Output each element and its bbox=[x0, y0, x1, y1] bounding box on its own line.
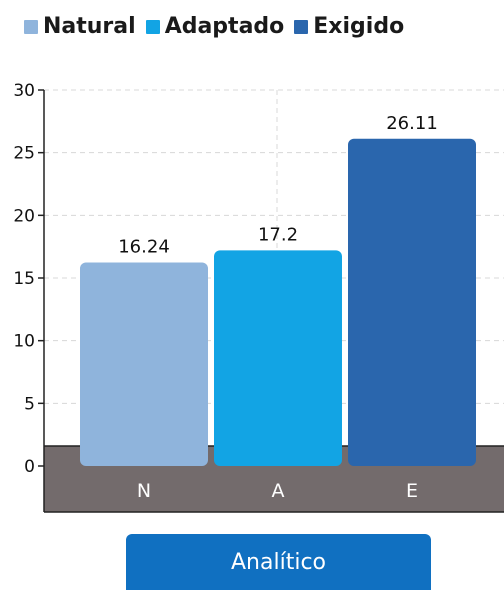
y-tick-label: 15 bbox=[13, 269, 35, 289]
bar-value-label: 17.2 bbox=[258, 224, 298, 245]
legend-item-adaptado[interactable]: Adaptado bbox=[145, 14, 285, 39]
x-tick-label: E bbox=[406, 480, 418, 502]
y-tick-label: 5 bbox=[24, 394, 35, 414]
bar-value-label: 26.11 bbox=[386, 113, 438, 134]
legend-swatch-adaptado bbox=[145, 19, 160, 34]
legend-label-adaptado: Adaptado bbox=[164, 14, 285, 39]
x-tick-label: A bbox=[272, 480, 285, 502]
bar-a bbox=[214, 250, 342, 466]
analitico-button[interactable]: Analítico bbox=[126, 534, 431, 590]
analitico-button-label: Analítico bbox=[231, 549, 326, 575]
legend: Natural Adaptado Exigido bbox=[24, 14, 414, 39]
legend-item-exigido[interactable]: Exigido bbox=[294, 14, 404, 39]
y-tick-label: 10 bbox=[13, 332, 35, 352]
legend-label-natural: Natural bbox=[43, 14, 136, 39]
y-tick-label: 25 bbox=[13, 144, 35, 164]
y-tick-label: 20 bbox=[13, 206, 35, 226]
legend-swatch-natural bbox=[24, 19, 38, 34]
bar-e bbox=[348, 138, 476, 466]
legend-label-exigido: Exigido bbox=[313, 14, 405, 39]
bar-chart: 0 5 10 15 20 25 30 16.24 N 17.2 A 26.11 E bbox=[13, 81, 504, 513]
y-tick-label: 30 bbox=[13, 81, 35, 101]
x-tick-label: N bbox=[137, 480, 151, 502]
bar-n bbox=[80, 262, 208, 466]
y-tick-label: 0 bbox=[24, 457, 35, 477]
legend-item-natural[interactable]: Natural bbox=[24, 14, 136, 39]
bar-value-label: 16.24 bbox=[118, 236, 170, 257]
legend-swatch-exigido bbox=[294, 19, 309, 34]
